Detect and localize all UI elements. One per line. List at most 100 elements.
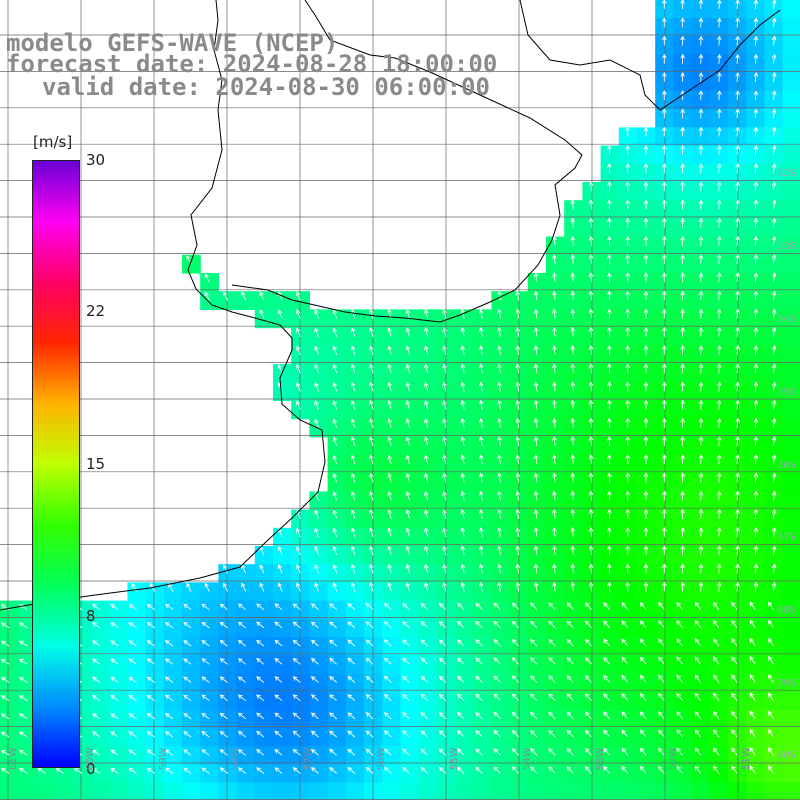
- field-cell: [655, 473, 674, 492]
- field-cell: [145, 746, 165, 765]
- field-cell: [200, 600, 219, 620]
- field-cell: [728, 345, 747, 365]
- wind-arrow: [222, 582, 228, 592]
- field-cell: [655, 54, 674, 74]
- wind-arrow: [753, 0, 759, 10]
- wind-arrow: [680, 53, 685, 64]
- wind-arrow: [698, 235, 704, 246]
- wind-arrow: [383, 675, 392, 683]
- field-cell: [327, 418, 347, 438]
- field-cell: [564, 436, 583, 456]
- wind-arrow: [146, 767, 155, 774]
- field-cell: [546, 491, 565, 511]
- wind-arrow: [420, 675, 429, 683]
- field-cell: [418, 345, 438, 365]
- field-cell: [473, 418, 492, 438]
- wind-arrow: [698, 381, 704, 392]
- wind-arrow: [310, 639, 319, 647]
- field-cell: [746, 473, 765, 492]
- wind-arrow: [570, 254, 576, 264]
- field-cell: [527, 491, 547, 511]
- wind-arrow: [676, 765, 683, 774]
- field-cell: [600, 418, 620, 438]
- wind-arrow: [588, 253, 594, 264]
- wind-arrow: [588, 272, 594, 283]
- field-cell: [600, 564, 620, 583]
- wind-arrow: [621, 674, 629, 683]
- field-cell: [691, 618, 711, 638]
- wind-arrow: [731, 638, 738, 647]
- wind-arrow: [735, 162, 740, 173]
- wind-arrow: [662, 508, 667, 519]
- wind-arrow: [713, 638, 720, 647]
- wind-arrow: [292, 748, 301, 756]
- field-cell: [91, 709, 110, 729]
- field-cell: [728, 491, 747, 511]
- field-cell: [764, 18, 784, 37]
- field-cell: [691, 200, 711, 219]
- wind-arrow: [438, 675, 447, 683]
- field-cell: [709, 709, 729, 729]
- wind-arrow: [91, 749, 101, 756]
- wind-arrow: [460, 326, 466, 337]
- field-cell: [709, 546, 729, 565]
- wind-arrow: [716, 581, 722, 592]
- wind-arrow: [350, 527, 356, 538]
- field-cell: [728, 546, 747, 565]
- wind-arrow: [402, 766, 410, 774]
- wind-arrow: [735, 326, 740, 337]
- field-cell: [418, 527, 438, 547]
- wind-arrow: [497, 308, 502, 319]
- field-cell: [618, 673, 638, 693]
- field-cell: [673, 491, 693, 511]
- field-cell: [364, 364, 383, 383]
- wind-arrow: [259, 564, 265, 574]
- wind-arrow: [222, 564, 228, 574]
- wind-arrow: [146, 694, 155, 702]
- field-cell: [782, 309, 800, 329]
- wind-arrow: [625, 435, 631, 446]
- wind-arrow: [643, 399, 649, 410]
- wind-arrow: [475, 766, 483, 774]
- wind-arrow: [643, 290, 649, 301]
- field-cell: [673, 163, 693, 183]
- wind-arrow: [625, 399, 631, 410]
- wind-arrow: [201, 658, 210, 665]
- field-cell: [618, 728, 638, 747]
- field-cell: [764, 182, 784, 201]
- wind-arrow: [457, 693, 465, 702]
- field-cell: [564, 200, 583, 219]
- wind-arrow: [643, 490, 649, 501]
- wind-arrow: [552, 326, 557, 337]
- field-cell: [728, 436, 747, 456]
- wind-arrow: [753, 417, 759, 428]
- wind-arrow: [570, 490, 576, 501]
- wind-arrow: [735, 126, 740, 137]
- wind-arrow: [680, 417, 685, 428]
- field-cell: [382, 418, 401, 438]
- field-cell: [782, 618, 800, 638]
- wind-arrow: [497, 381, 502, 392]
- field-cell: [764, 54, 784, 74]
- wind-arrow: [110, 658, 119, 665]
- wind-arrow: [402, 675, 410, 683]
- wind-arrow: [332, 545, 338, 556]
- field-cell: [728, 109, 747, 128]
- wind-arrow: [771, 290, 777, 301]
- wind-arrow: [405, 527, 411, 538]
- wind-arrow: [749, 728, 756, 738]
- field-cell: [709, 509, 729, 529]
- field-cell: [218, 691, 238, 711]
- field-cell: [163, 764, 183, 784]
- field-cell: [163, 673, 183, 693]
- field-cell: [746, 782, 765, 800]
- field-cell: [455, 345, 474, 365]
- field-cell: [309, 309, 329, 329]
- field-cell: [291, 364, 310, 383]
- field-cell: [145, 655, 165, 674]
- field-cell: [273, 691, 292, 711]
- wind-arrow: [767, 656, 774, 665]
- wind-arrow: [332, 381, 338, 392]
- field-cell: [673, 145, 693, 165]
